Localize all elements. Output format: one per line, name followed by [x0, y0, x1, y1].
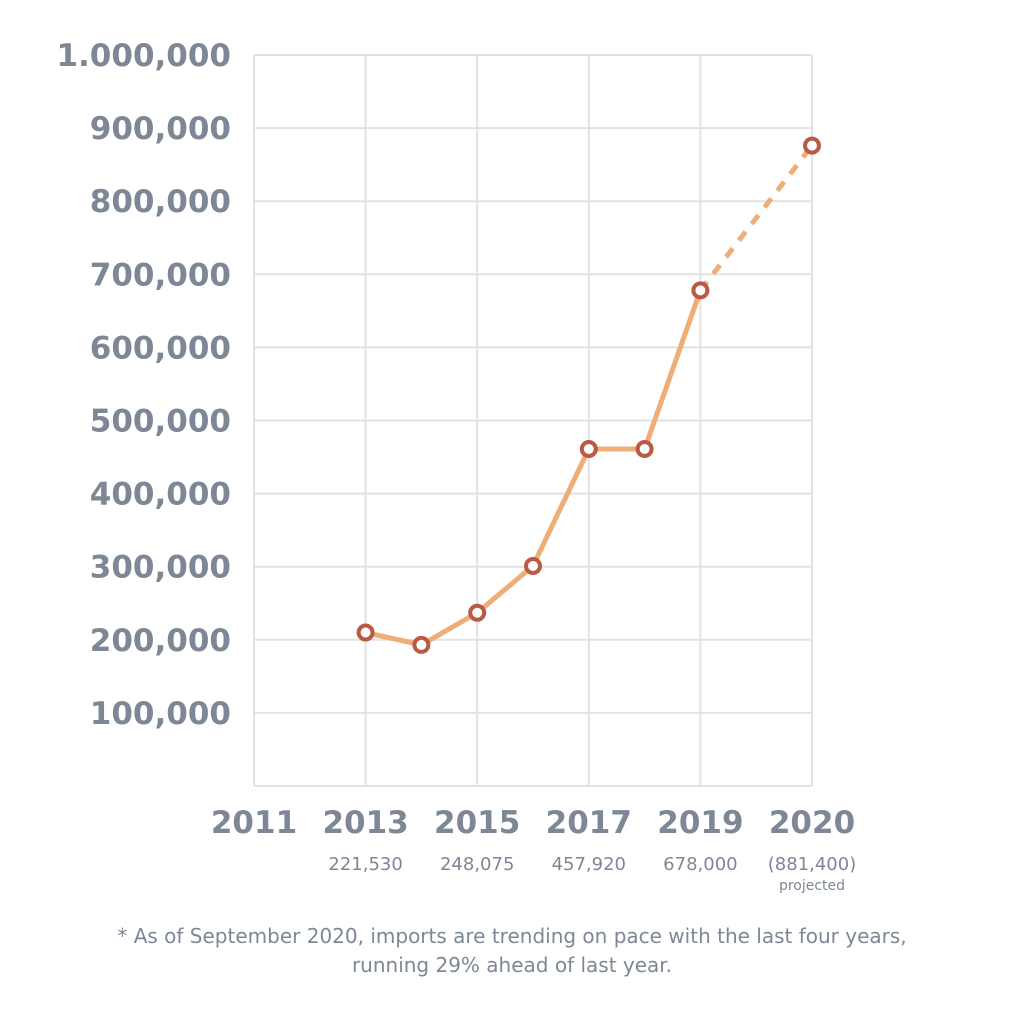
x-tick-label: 2011 — [211, 805, 297, 841]
y-tick-label: 600,000 — [90, 330, 231, 366]
data-point-marker — [524, 556, 542, 575]
data-label: 221,530 — [328, 854, 402, 875]
data-label: 678,000 — [663, 854, 737, 875]
y-tick-label: 700,000 — [90, 257, 231, 293]
series-markers — [356, 136, 821, 654]
x-tick-label: 2017 — [546, 805, 632, 841]
y-tick-label: 1.000,000 — [56, 38, 231, 74]
y-tick-label: 100,000 — [90, 696, 231, 732]
x-tick-label: 2019 — [657, 805, 743, 841]
grid — [253, 54, 813, 787]
data-label: 248,075 — [440, 854, 514, 875]
y-tick-label: 200,000 — [90, 623, 231, 659]
data-point-marker — [356, 623, 375, 642]
data-labels: 221,530 248,075 457,920 678,000 (881,400) pro… — [328, 854, 856, 894]
data-point-marker — [803, 136, 821, 155]
footnote-line-1: * As of September 2020, imports are tren… — [117, 924, 907, 948]
data-sublabel: projected — [779, 878, 845, 894]
x-tick-label: 2020 — [769, 805, 855, 841]
data-point-marker — [635, 440, 654, 459]
y-tick-label: 300,000 — [90, 550, 231, 586]
x-axis-tick-labels: 2011 2013 2015 2017 2019 2020 — [211, 805, 855, 841]
y-tick-label: 400,000 — [90, 477, 231, 513]
data-label: 457,920 — [552, 854, 626, 875]
projected-series-line — [698, 144, 814, 292]
y-tick-label: 900,000 — [90, 111, 231, 147]
data-point-marker — [468, 603, 487, 622]
y-tick-label: 500,000 — [90, 404, 231, 440]
data-point-marker — [412, 635, 431, 654]
x-tick-label: 2015 — [434, 805, 520, 841]
y-tick-label: 800,000 — [90, 184, 231, 220]
data-point-marker — [691, 281, 710, 300]
data-point-marker — [579, 440, 598, 459]
data-label: (881,400) — [768, 854, 856, 875]
x-tick-label: 2013 — [322, 805, 408, 841]
y-axis-tick-labels: 100,000 200,000 300,000 400,000 500,000 600,0… — [56, 38, 231, 732]
footnote-line-2: running 29% ahead of last year. — [351, 953, 673, 977]
series-line — [365, 289, 703, 648]
